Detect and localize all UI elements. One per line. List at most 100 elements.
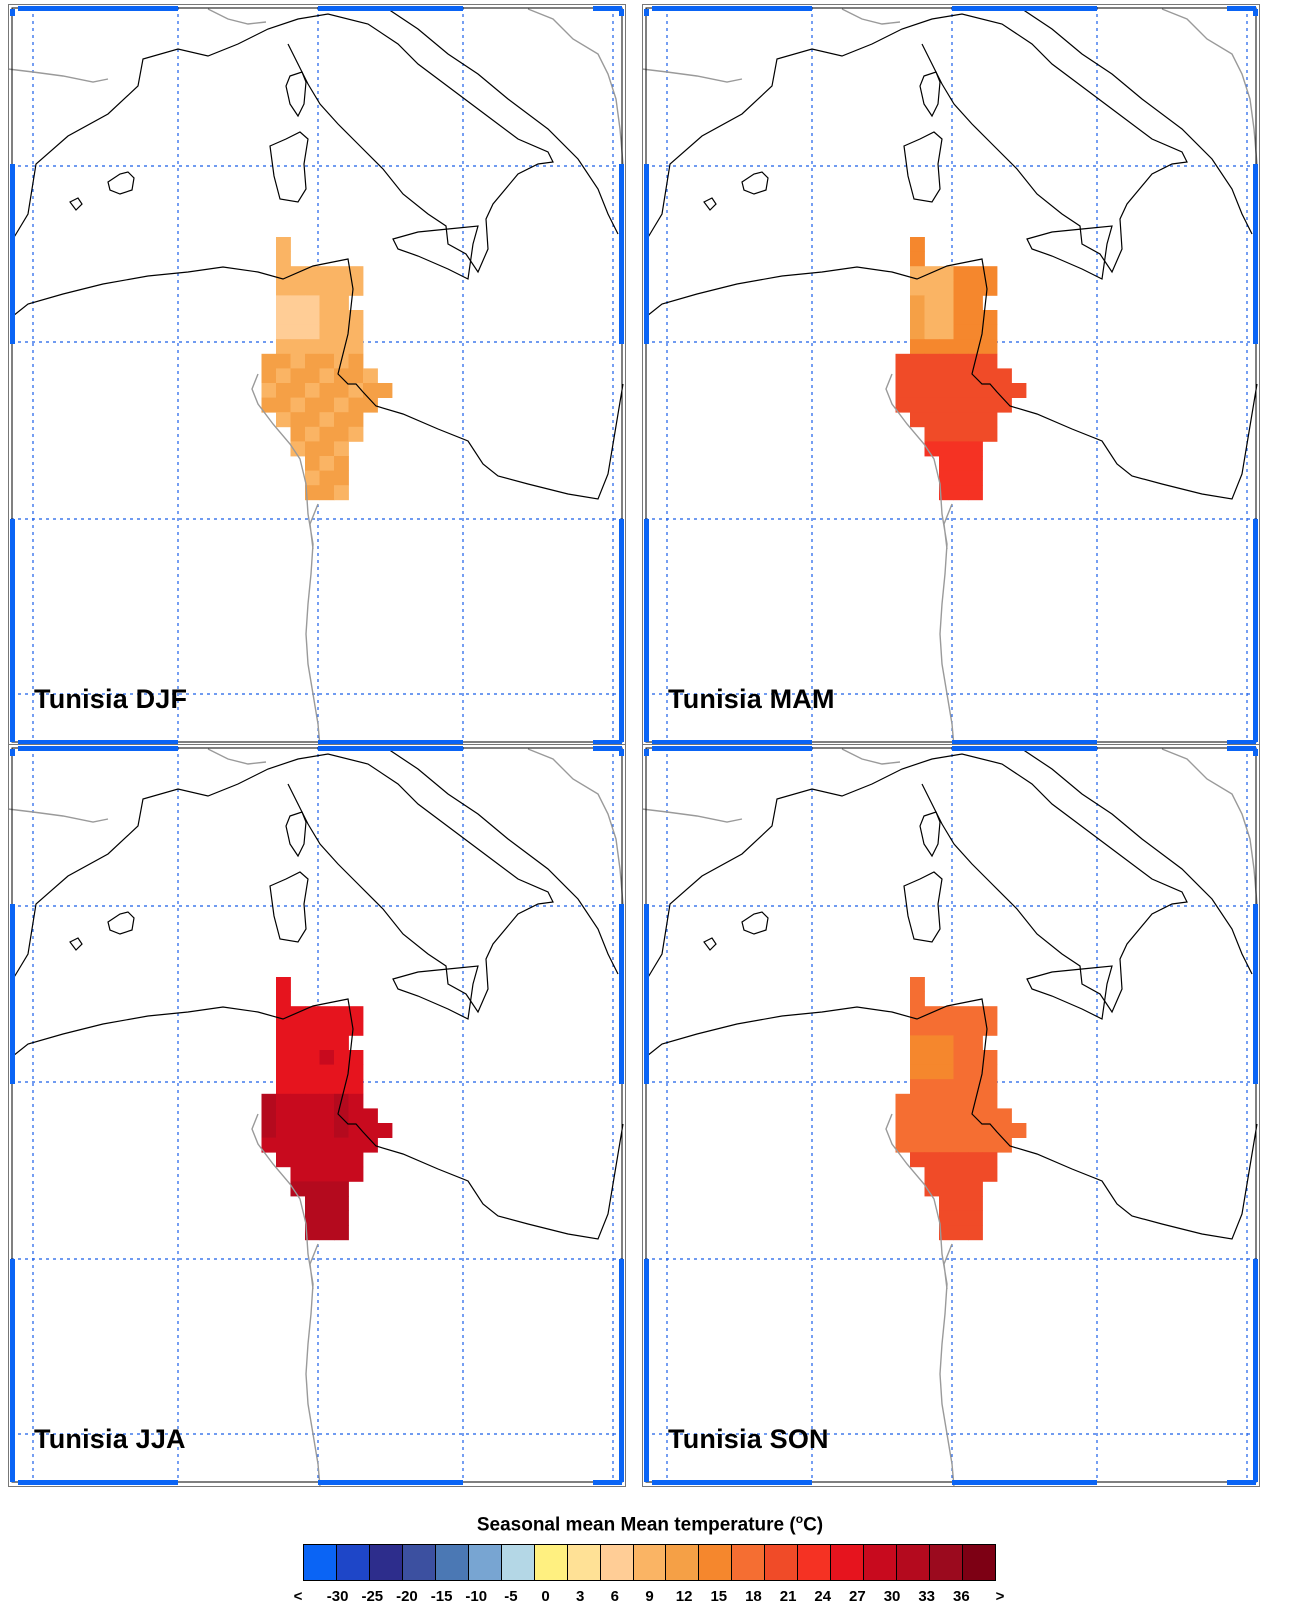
temperature-cell (968, 310, 983, 325)
temperature-cell (290, 1137, 306, 1153)
temperature-cell (982, 1006, 998, 1022)
temperature-cell (953, 1166, 969, 1182)
temperature-cell (997, 368, 1012, 384)
map-canvas (8, 4, 626, 747)
temperature-cell (305, 1079, 320, 1095)
temperature-cell (305, 1108, 320, 1124)
temperature-cell (924, 1093, 940, 1109)
map-canvas (8, 744, 626, 1487)
temperature-cell (939, 339, 954, 355)
temperature-cell (305, 470, 320, 486)
coastlines (8, 8, 624, 747)
frame-edge-segment (952, 746, 1097, 751)
frame-edge-segment (652, 740, 812, 745)
temperature-cell (334, 295, 349, 311)
temperature-cell (334, 1108, 349, 1124)
frame-edge-segment (644, 519, 649, 742)
temperature-cell (290, 1093, 306, 1109)
panel-title: Tunisia DJF (34, 684, 188, 714)
temperature-cell (334, 368, 349, 384)
temperature-cell (953, 1196, 969, 1211)
temperature-cell (334, 412, 349, 428)
temperature-cell (895, 1137, 911, 1153)
legend-swatch (732, 1545, 766, 1580)
legend-tick-label: 9 (645, 1588, 654, 1605)
temperature-cell (924, 1166, 940, 1182)
temperature-cell (997, 1108, 1012, 1124)
temperature-cell (982, 1166, 998, 1182)
temperature-cell (939, 353, 954, 369)
island-coastline (285, 71, 307, 118)
temperature-cell (953, 266, 969, 282)
inner-border (645, 747, 1257, 1483)
frame-edge-segment (652, 746, 812, 751)
temperature-cell (910, 339, 925, 355)
temperature-cell (968, 441, 983, 457)
temperature-cell (334, 426, 349, 442)
legend-swatch (699, 1545, 733, 1580)
temperature-cell (924, 397, 940, 413)
temperature-cell (997, 1137, 1012, 1153)
temperature-cell (939, 1210, 954, 1226)
frame-edge-segment (1227, 6, 1256, 11)
panel-title: Tunisia MAM (668, 684, 835, 714)
temperature-cell (305, 1181, 320, 1197)
legend-tick-label: -25 (361, 1588, 384, 1605)
temperature-cell (982, 1079, 998, 1095)
temperature-cell (939, 412, 954, 428)
temperature-cell (968, 1108, 983, 1124)
panel-title: Tunisia JJA (34, 1424, 186, 1454)
temperature-cell (910, 1079, 925, 1095)
temperature-cell (276, 1123, 291, 1138)
inner-border (11, 747, 623, 1483)
temperature-cell (939, 324, 954, 340)
temperature-cell (363, 1137, 378, 1153)
coastline (1021, 8, 1253, 235)
temperature-cell (334, 1006, 349, 1022)
temperature-cell (334, 397, 349, 413)
temperature-cell (953, 1050, 969, 1065)
temperature-cell (953, 1108, 969, 1124)
coastline (646, 998, 1258, 1240)
legend-tick-label: 0 (541, 1588, 550, 1605)
temperature-cell (348, 1123, 364, 1138)
legend-tick-label: -15 (430, 1588, 453, 1605)
temperature-cell (968, 1050, 983, 1065)
map-frame (642, 4, 1260, 747)
temperature-cell (939, 1137, 954, 1153)
temperature-cell (319, 1137, 335, 1153)
temperature-cell (939, 1079, 954, 1095)
frame-edge-segment (652, 1480, 812, 1485)
color-legend: Seasonal mean Mean temperature (oC) < -30… (0, 1512, 1300, 1606)
temperature-cell (348, 266, 364, 282)
temperature-cell (982, 266, 998, 282)
temperature-cell (334, 1137, 349, 1153)
temperature-cell (910, 1108, 925, 1124)
temperature-cell (924, 412, 940, 428)
coastline (387, 748, 619, 975)
temperature-cell (939, 1196, 954, 1211)
temperature-cell (953, 368, 969, 384)
temperature-cell (968, 295, 983, 311)
temperature-cell (305, 1225, 320, 1241)
country-border (8, 8, 624, 747)
legend-swatch (435, 1545, 469, 1580)
temperature-cell (319, 1035, 335, 1051)
temperature-cell (939, 1050, 954, 1065)
map-frame (8, 744, 626, 1487)
temperature-cell (982, 1064, 998, 1080)
temperature-cell (334, 470, 349, 486)
frame-edge-segment (1253, 749, 1258, 756)
legend-tick-label: 12 (675, 1588, 693, 1605)
legend-swatch (402, 1545, 436, 1580)
temperature-cell (348, 324, 364, 340)
temperature-cell (290, 353, 306, 369)
temperature-cell (924, 353, 940, 369)
temperature-cell (953, 456, 969, 471)
frame-edge-segment (644, 9, 649, 16)
temperature-cell (997, 1123, 1012, 1138)
island-coastline (1026, 965, 1113, 1020)
legend-tick-labels: < -30 -25 -20 -15 -10 -5 0 3 6 9 12 15 18 21 24 27 30 33 36… (0, 1588, 1300, 1606)
temperature-cell (319, 1152, 335, 1168)
temperature-cell (348, 1050, 364, 1065)
